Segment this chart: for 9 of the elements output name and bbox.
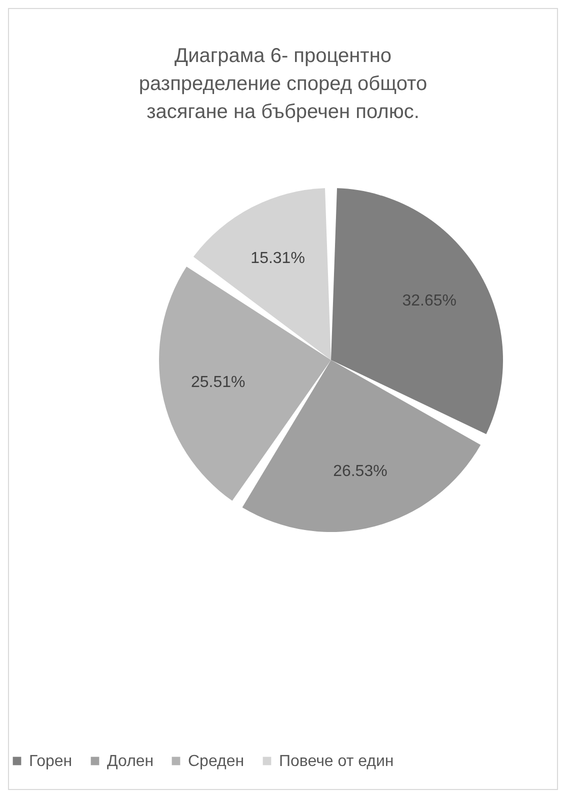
legend-label: Долен — [107, 753, 154, 770]
data-label: 26.53% — [333, 463, 388, 480]
data-label: 15.31% — [250, 250, 305, 268]
legend-label: Горен — [29, 753, 72, 770]
legend-label: Повече от един — [279, 753, 394, 770]
chart-title: Диаграма 6- процентно разпределение според общото засягане на бъбречен полюс. — [138, 45, 428, 123]
data-label: 25.51% — [190, 374, 246, 392]
legend-label: Среден — [188, 753, 244, 770]
data-label: 32.65% — [402, 292, 456, 310]
